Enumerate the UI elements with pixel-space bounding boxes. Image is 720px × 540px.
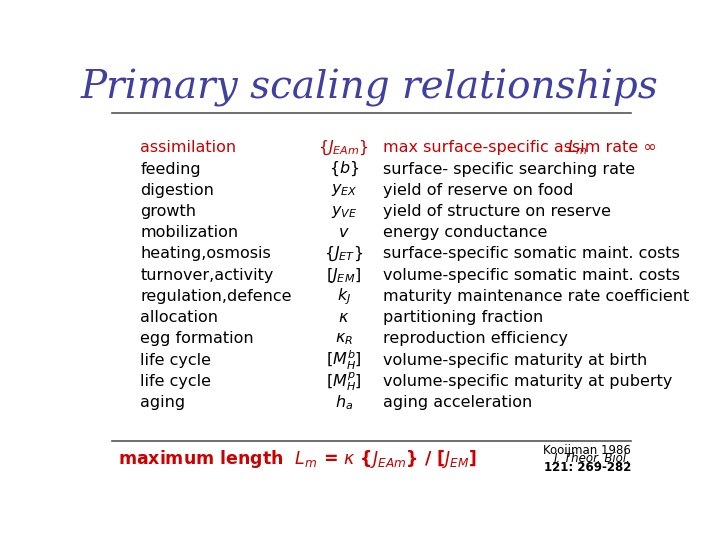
Text: surface-specific somatic maint. costs: surface-specific somatic maint. costs [383, 246, 680, 261]
Text: growth: growth [140, 204, 197, 219]
Text: maximum length  $L_m$ = $\kappa$ {$J_{EAm}$} / [$J_{EM}$]: maximum length $L_m$ = $\kappa$ {$J_{EAm… [118, 448, 477, 470]
Text: aging acceleration: aging acceleration [383, 395, 532, 410]
Text: $v$: $v$ [338, 225, 350, 240]
Text: life cycle: life cycle [140, 374, 211, 389]
Text: 121: 269-282: 121: 269-282 [544, 461, 631, 474]
Text: $\kappa_R$: $\kappa_R$ [335, 331, 353, 347]
Text: $\kappa$: $\kappa$ [338, 310, 350, 325]
Text: reproduction efficiency: reproduction efficiency [383, 332, 568, 346]
Text: $y_{VE}$: $y_{VE}$ [330, 204, 357, 220]
Text: $\{J_{EAm}\}$: $\{J_{EAm}\}$ [318, 139, 369, 157]
Text: digestion: digestion [140, 183, 214, 198]
Text: aging: aging [140, 395, 185, 410]
Text: mobilization: mobilization [140, 225, 238, 240]
Text: $[M_H^p]$: $[M_H^p]$ [326, 370, 361, 393]
Text: Primary scaling relationships: Primary scaling relationships [80, 69, 658, 107]
Text: maturity maintenance rate coefficient: maturity maintenance rate coefficient [383, 289, 689, 304]
Text: feeding: feeding [140, 161, 201, 177]
Text: partitioning fraction: partitioning fraction [383, 310, 543, 325]
Text: energy conductance: energy conductance [383, 225, 547, 240]
Text: Kooijman 1986: Kooijman 1986 [544, 444, 631, 457]
Text: turnover,activity: turnover,activity [140, 268, 274, 283]
Text: $L_m$: $L_m$ [567, 139, 588, 157]
Text: egg formation: egg formation [140, 332, 254, 346]
Text: J. Theor. Biol.: J. Theor. Biol. [554, 453, 631, 465]
Text: volume-specific somatic maint. costs: volume-specific somatic maint. costs [383, 268, 680, 283]
Text: yield of reserve on food: yield of reserve on food [383, 183, 573, 198]
Text: max surface-specific assim rate ∞: max surface-specific assim rate ∞ [383, 140, 662, 156]
Text: $[J_{EM}]$: $[J_{EM}]$ [326, 266, 361, 285]
Text: $\{J_{ET}\}$: $\{J_{ET}\}$ [324, 245, 364, 263]
Text: volume-specific maturity at birth: volume-specific maturity at birth [383, 353, 647, 368]
Text: $\{b\}$: $\{b\}$ [328, 160, 359, 178]
Text: $[M_H^b]$: $[M_H^b]$ [326, 348, 361, 372]
Text: life cycle: life cycle [140, 353, 211, 368]
Text: $h_a$: $h_a$ [335, 393, 353, 412]
Text: regulation,defence: regulation,defence [140, 289, 292, 304]
Text: volume-specific maturity at puberty: volume-specific maturity at puberty [383, 374, 672, 389]
Text: assimilation: assimilation [140, 140, 236, 156]
Text: allocation: allocation [140, 310, 218, 325]
Text: surface- specific searching rate: surface- specific searching rate [383, 161, 635, 177]
Text: $k_J$: $k_J$ [337, 286, 351, 307]
Text: $y_{EX}$: $y_{EX}$ [330, 183, 357, 198]
Text: yield of structure on reserve: yield of structure on reserve [383, 204, 611, 219]
Text: heating,osmosis: heating,osmosis [140, 246, 271, 261]
